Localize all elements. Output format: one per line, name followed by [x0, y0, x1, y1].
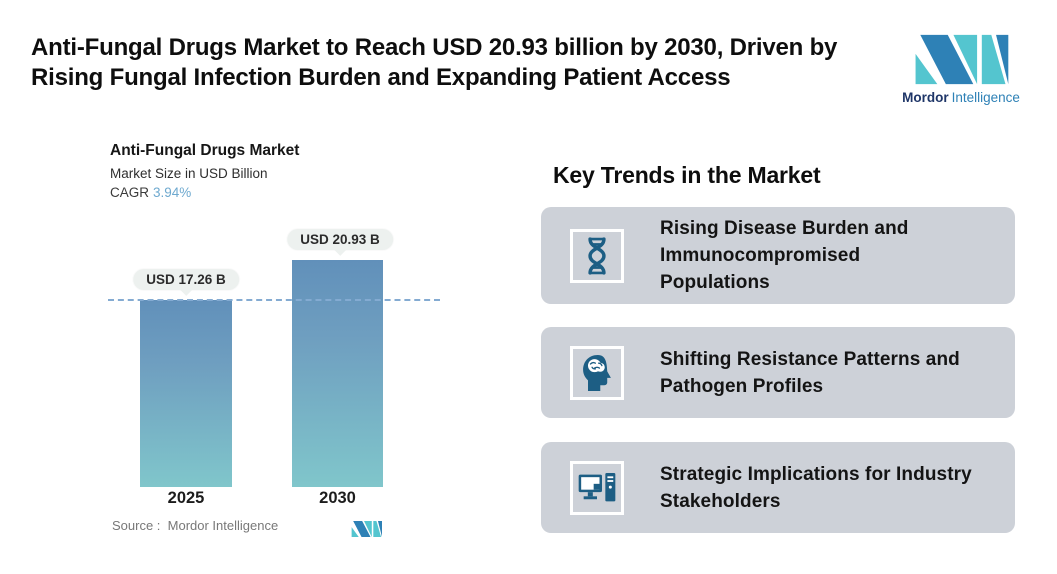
reference-line	[108, 299, 440, 301]
bar-2025	[140, 300, 232, 487]
source-label: Source : Mordor Intelligence	[112, 518, 279, 533]
brand-name: Mordor Intelligence	[896, 90, 1026, 105]
trends-heading: Key Trends in the Market	[553, 162, 821, 188]
brand-name-light: Intelligence	[951, 90, 1020, 105]
chart-subtitle: Market Size in USD Billion	[110, 166, 268, 181]
page-title-line-2: Rising Fungal Infection Burden and Expan…	[31, 64, 731, 91]
mordor-logo-small-icon	[351, 520, 382, 538]
head-brain-icon	[570, 345, 624, 400]
value-label-2025: USD 17.26 B	[133, 269, 239, 290]
x-axis-label-2030: 2030	[319, 489, 356, 507]
chart-title: Anti-Fungal Drugs Market	[110, 142, 300, 159]
brand-name-bold: Mordor	[902, 90, 949, 105]
trend-card-text: Rising Disease Burden and Immunocompromi…	[660, 218, 909, 293]
trend-card-disease-burden: Rising Disease Burden and Immunocompromi…	[541, 207, 1015, 304]
brand-logo: Mordor Intelligence	[896, 33, 1026, 105]
desktop-computer-icon	[570, 460, 624, 515]
bar-2030	[292, 260, 383, 487]
chart-cagr: CAGR 3.94%	[110, 185, 191, 200]
page-title: Anti-Fungal Drugs Market to Reach USD 20…	[31, 33, 901, 93]
value-label-2030: USD 20.93 B	[287, 229, 393, 250]
trend-card-strategic-implications: Strategic Implications for Industry Stak…	[541, 442, 1015, 533]
cagr-value: 3.94%	[153, 185, 192, 200]
cagr-label: CAGR	[110, 185, 150, 200]
dna-icon	[570, 228, 624, 283]
x-axis-label-2025: 2025	[167, 489, 205, 507]
trend-card-text: Strategic Implications for Industry Stak…	[660, 463, 972, 512]
trend-card-resistance-patterns: Shifting Resistance Patterns and Pathoge…	[541, 327, 1015, 418]
trend-card-text: Shifting Resistance Patterns and Pathoge…	[660, 348, 960, 397]
page-title-line-1: Anti-Fungal Drugs Market to Reach USD 20…	[31, 34, 838, 61]
mordor-logo-icon	[915, 34, 1009, 85]
